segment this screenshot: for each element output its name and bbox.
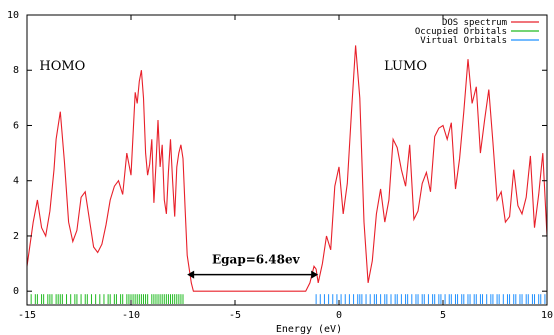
- x-tick-label-3: 0: [336, 310, 342, 321]
- x-tick-label-5: 10: [541, 310, 553, 321]
- annotation-egap-6-48ev: Egap=6.48ev: [212, 253, 301, 267]
- x-tick-label-0: -15: [18, 310, 36, 321]
- annotation-lumo: LUMO: [384, 59, 427, 74]
- dos-spectrum-line: [26, 45, 548, 292]
- y-tick-label-4: 8: [13, 65, 19, 76]
- y-tick-label-3: 6: [13, 120, 19, 131]
- legend-label-0: DOS spectrum: [442, 18, 507, 28]
- annotation-homo: HOMO: [39, 59, 85, 74]
- y-tick-label-5: 10: [7, 10, 19, 21]
- y-tick-label-2: 4: [13, 176, 19, 187]
- y-tick-label-0: 0: [13, 286, 19, 297]
- plot-frame: [26, 14, 548, 306]
- axes: -15 -10 -5 0 5 10 0 2 4 6 8 10: [7, 10, 553, 321]
- plot-area: [26, 45, 548, 304]
- x-tick-label-2: -5: [229, 310, 241, 321]
- x-axis-label: Energy (eV): [276, 324, 342, 335]
- y-tick-label-1: 2: [13, 231, 19, 242]
- legend-label-1: Occupied Orbitals: [415, 27, 507, 37]
- annotations: HOMO LUMO Egap=6.48ev: [39, 59, 427, 279]
- x-tick-label-1: -10: [122, 310, 140, 321]
- x-tick-label-4: 5: [440, 310, 446, 321]
- legend-label-2: Virtual Orbitals: [420, 36, 507, 46]
- egap-arrow-head-right: [311, 270, 319, 279]
- egap-arrow-head-left: [187, 270, 195, 279]
